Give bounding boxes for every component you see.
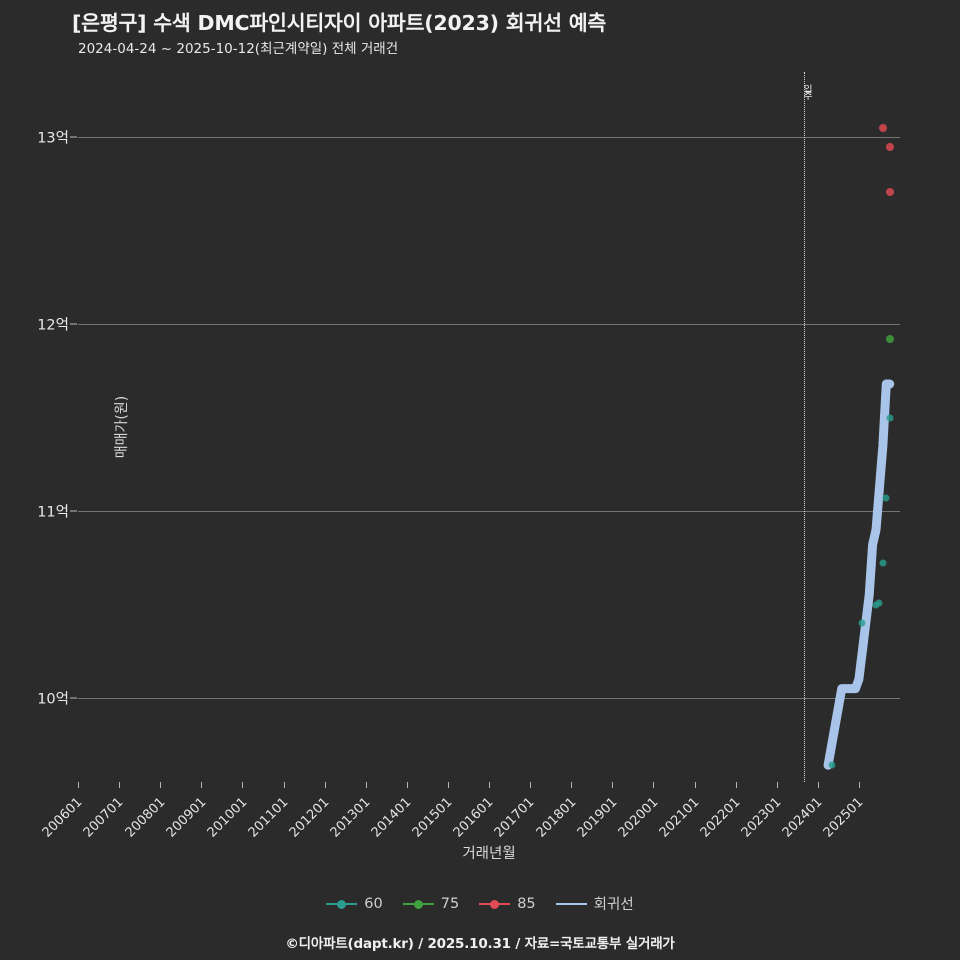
x-tick-mark bbox=[571, 782, 573, 788]
x-tick-mark bbox=[858, 782, 860, 788]
x-tick-label: 202301 bbox=[738, 794, 785, 841]
legend-item-60[interactable]: 60 bbox=[326, 895, 383, 912]
scatter-point-60 bbox=[858, 619, 866, 627]
scatter-point-60 bbox=[886, 414, 894, 422]
legend-label: 회귀선 bbox=[593, 897, 634, 913]
regression-line bbox=[823, 379, 895, 770]
legend-item-회귀선[interactable]: 회귀선 bbox=[555, 893, 634, 914]
x-tick-mark bbox=[160, 782, 162, 788]
x-tick-label: 200801 bbox=[122, 794, 168, 841]
x-tick-label: 201401 bbox=[368, 794, 415, 841]
x-tick-label: 201201 bbox=[286, 794, 333, 841]
x-tick-label: 201001 bbox=[204, 794, 251, 841]
x-tick-label: 202401 bbox=[779, 794, 826, 841]
x-tick-label: 201101 bbox=[245, 794, 292, 841]
legend-item-75[interactable]: 75 bbox=[402, 895, 460, 912]
y-tick-mark bbox=[70, 136, 77, 138]
legend-label: 75 bbox=[440, 895, 460, 912]
x-tick-mark bbox=[324, 782, 326, 788]
x-tick-label: 201901 bbox=[574, 794, 621, 841]
legend-item-85[interactable]: 85 bbox=[479, 895, 536, 912]
x-tick-label: 200601 bbox=[40, 794, 86, 841]
regression-line-svg bbox=[823, 379, 895, 770]
scatter-point-60 bbox=[879, 559, 887, 567]
x-tick-label: 201601 bbox=[451, 794, 497, 841]
legend-swatch-icon bbox=[555, 898, 587, 910]
footer-text: ©디아파트(dapt.kr) / 2025.10.31 / 자료=국토교통부 실… bbox=[285, 936, 675, 952]
plot-area: 매매가(원) 13억 12억 11억 10억 200601 200701 200801 20… bbox=[37, 72, 900, 862]
gridline bbox=[78, 137, 900, 139]
y-tick-mark bbox=[70, 697, 77, 699]
x-tick-mark bbox=[694, 782, 696, 788]
x-tick-label: 201701 bbox=[492, 794, 538, 841]
x-tick-label: 201801 bbox=[533, 794, 579, 841]
x-tick-mark bbox=[242, 782, 244, 788]
x-tick-mark bbox=[776, 782, 778, 788]
x-tick-mark bbox=[365, 782, 367, 788]
x-tick-label: 200901 bbox=[163, 794, 210, 841]
gridline bbox=[78, 697, 900, 699]
x-axis-title: 거래년월 bbox=[462, 846, 516, 862]
x-tick-mark bbox=[735, 782, 737, 788]
y-axis-title: 매매가(원) bbox=[114, 395, 131, 459]
x-tick-mark bbox=[447, 782, 449, 788]
scatter-point-85 bbox=[878, 124, 887, 133]
x-tick-mark bbox=[612, 782, 614, 788]
y-tick-label: 11억 bbox=[37, 504, 69, 521]
scatter-point-85 bbox=[885, 142, 894, 151]
legend-label: 60 bbox=[364, 895, 383, 912]
x-tick-mark bbox=[119, 782, 121, 788]
page-subtitle: 2024-04-24 ~ 2025-10-12(최근계약일) 전체 거래건 bbox=[78, 41, 399, 57]
y-tick-label: 13억 bbox=[37, 130, 69, 147]
gridline bbox=[78, 511, 900, 513]
x-tick-mark bbox=[653, 782, 655, 788]
x-tick-label: 202501 bbox=[820, 794, 867, 841]
move-in-label: 입주 bbox=[801, 84, 813, 97]
scatter-point-60 bbox=[828, 761, 835, 769]
page-title: [은평구] 수색 DMC파인시티자이 아파트(2023) 회귀선 예측 bbox=[72, 11, 607, 35]
x-tick-mark bbox=[78, 782, 79, 788]
x-tick-label: 200701 bbox=[81, 794, 127, 841]
x-tick-mark bbox=[406, 782, 408, 788]
scatter-point-85 bbox=[885, 187, 894, 196]
x-tick-mark bbox=[489, 782, 490, 788]
x-tick-label: 202001 bbox=[615, 794, 662, 841]
chart-legend: 60 75 85 회귀선 bbox=[0, 893, 960, 914]
x-tick-label: 201301 bbox=[327, 794, 374, 841]
legend-swatch-icon bbox=[402, 898, 434, 910]
x-tick-label: 202101 bbox=[656, 794, 703, 841]
legend-swatch-icon bbox=[479, 898, 511, 910]
x-tick-mark bbox=[817, 782, 819, 788]
scatter-point-60 bbox=[882, 494, 890, 502]
scatter-point-60 bbox=[875, 599, 883, 607]
y-tick-mark bbox=[70, 510, 77, 512]
legend-swatch-icon bbox=[326, 898, 358, 910]
x-tick-mark bbox=[283, 782, 285, 788]
legend-label: 85 bbox=[517, 895, 536, 912]
move-in-vline: 입주 bbox=[801, 72, 812, 782]
scatter-point-75 bbox=[885, 335, 894, 344]
gridline bbox=[78, 324, 900, 326]
y-tick-label: 12억 bbox=[37, 317, 69, 334]
x-tick-mark bbox=[530, 782, 532, 788]
y-tick-label: 10억 bbox=[37, 691, 69, 708]
y-tick-mark bbox=[70, 323, 77, 325]
x-tick-label: 202201 bbox=[697, 794, 744, 841]
x-tick-mark bbox=[201, 782, 203, 788]
x-tick-label: 201501 bbox=[409, 794, 456, 841]
footer-credit: ©디아파트(dapt.kr) / 2025.10.31 / 자료=국토교통부 실… bbox=[0, 932, 960, 952]
